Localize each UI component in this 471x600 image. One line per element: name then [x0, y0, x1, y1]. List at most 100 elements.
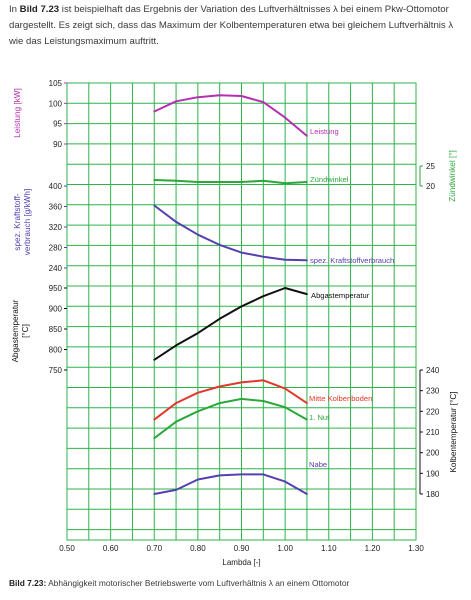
data-point-zuendwinkel: [240, 181, 243, 183]
y-tick-label-leistung: 95: [53, 120, 62, 129]
data-point-zuendwinkel: [175, 179, 177, 182]
y-tick-label-kolben: 190: [426, 469, 440, 478]
data-point-abgas: [240, 305, 243, 308]
data-point-zuendwinkel: [218, 181, 221, 183]
x-tick-label: 1.00: [277, 544, 293, 553]
data-point-verbrauch: [262, 255, 265, 258]
y-tick-label-kolben: 220: [426, 407, 440, 416]
data-point-kolben: [153, 437, 156, 440]
data-point-kolben: [196, 410, 199, 413]
series-line-zuendwinkel: [154, 179, 307, 185]
intro-figure-ref: Bild 7.23: [19, 4, 60, 15]
data-point-abgas: [306, 293, 308, 296]
x-tick-label: 0.60: [103, 544, 119, 553]
data-point-kolben: [196, 478, 199, 481]
y-tick-label-kolben: 240: [426, 366, 440, 375]
y-tick-label-verbrauch: 360: [49, 203, 63, 212]
figure-caption: Bild 7.23: Abhängigkeit motorischer Betr…: [9, 578, 461, 588]
data-point-leistung: [284, 116, 287, 119]
data-point-verbrauch: [284, 258, 287, 261]
y-tick-label-abgas: 800: [49, 346, 63, 355]
x-tick-label: 0.50: [59, 544, 75, 553]
data-point-zuendwinkel: [153, 179, 156, 181]
data-point-abgas: [153, 358, 156, 361]
data-point-verbrauch: [218, 244, 221, 246]
series-label-abgas: Abgastemperatur: [311, 291, 370, 300]
y-tick-label-abgas: 900: [49, 305, 63, 314]
data-point-zuendwinkel: [306, 181, 308, 183]
data-point-zuendwinkel: [196, 181, 199, 183]
data-point-zuendwinkel: [284, 182, 287, 185]
y-tick-label-kolben: 180: [426, 490, 440, 499]
data-point-kolben: [306, 402, 308, 404]
y-tick-label-verbrauch: 320: [49, 223, 63, 232]
data-point-kolben: [196, 391, 199, 394]
y-tick-label-verbrauch: 280: [49, 244, 63, 253]
data-point-kolben: [262, 400, 265, 402]
x-tick-label: 0.70: [146, 544, 162, 553]
data-point-abgas: [196, 332, 199, 334]
data-point-abgas: [175, 344, 177, 347]
y-tick-label-verbrauch: 240: [49, 264, 63, 273]
x-tick-label: 1.30: [408, 544, 424, 553]
data-point-kolben: [175, 420, 177, 423]
data-point-kolben: [240, 381, 243, 384]
data-point-leistung: [175, 100, 177, 103]
data-point-abgas: [218, 317, 221, 320]
data-point-kolben: [240, 398, 243, 400]
y-tick-label-leistung: 90: [53, 140, 62, 149]
data-point-kolben: [218, 474, 221, 477]
y-tick-label-abgas: 750: [49, 366, 63, 375]
y-tick-label-leistung: 100: [49, 99, 63, 108]
series-line-abgas: [153, 287, 308, 361]
intro-paragraph: In Bild 7.23 ist beispielhaft das Ergebn…: [9, 2, 461, 50]
intro-text: ist beispielhaft das Ergebnis der Variat…: [9, 4, 454, 47]
axis-title-zuendwinkel: Zündwinkel [°]: [448, 150, 457, 202]
axis-title-abgas: Abgastemperatur[°C]: [11, 299, 30, 362]
axis-title-leistung: Leistung [kW]: [13, 88, 22, 138]
y-tick-label-zuendwinkel: 25: [426, 162, 435, 171]
data-point-kolben: [218, 402, 221, 404]
series-line-leistung: [153, 94, 308, 137]
data-point-leistung: [153, 110, 156, 113]
data-point-verbrauch: [306, 259, 308, 262]
axis-title-verbrauch: spez. Kraftstoff-verbrauch [g/kWh]: [13, 189, 32, 255]
x-tick-label: 1.10: [321, 544, 337, 553]
series-label-kolben: 1. Nut: [309, 413, 330, 422]
y-tick-label-kolben: 200: [426, 449, 440, 458]
y-tick-label-verbrauch: 400: [49, 182, 63, 191]
data-point-kolben: [284, 387, 287, 390]
y-tick-label-abgas: 950: [49, 284, 63, 293]
data-point-abgas: [284, 287, 287, 289]
data-point-zuendwinkel: [262, 179, 265, 182]
series-label-verbrauch: spez. Kraftstoffverbrauch: [310, 256, 394, 265]
y-tick-label-leistung: 105: [49, 79, 63, 88]
y-tick-label-zuendwinkel: 20: [426, 182, 435, 191]
x-axis-title: Lambda [-]: [222, 558, 260, 567]
data-point-leistung: [306, 134, 308, 137]
data-point-kolben: [262, 379, 265, 382]
x-tick-label: 1.20: [365, 544, 381, 553]
data-point-kolben: [153, 418, 156, 421]
data-point-verbrauch: [196, 233, 199, 236]
data-point-kolben: [240, 473, 243, 476]
data-point-verbrauch: [153, 204, 156, 207]
data-point-kolben: [175, 402, 177, 404]
data-point-leistung: [240, 95, 243, 97]
intro-prefix: In: [9, 4, 20, 15]
caption-figure-ref: Bild 7.23:: [9, 578, 47, 588]
series-label-kolben: Nabe: [309, 460, 327, 469]
series-label-zuendwinkel: Zündwinkel: [310, 175, 349, 184]
data-point-kolben: [284, 406, 287, 409]
y-tick-label-abgas: 850: [49, 325, 63, 334]
y-tick-label-kolben: 210: [426, 428, 440, 437]
y-tick-label-kolben: 230: [426, 387, 440, 396]
data-point-leistung: [262, 101, 265, 104]
data-point-kolben: [262, 473, 265, 476]
data-point-kolben: [306, 418, 308, 421]
data-point-kolben: [218, 385, 221, 388]
series-line-verbrauch: [153, 204, 307, 262]
caption-text: Abhängigkeit motorischer Betriebswerte v…: [46, 578, 350, 588]
series-line-kolben: [153, 397, 308, 439]
axis-title-kolben: Kolbentemperatur [°C]: [449, 391, 458, 472]
